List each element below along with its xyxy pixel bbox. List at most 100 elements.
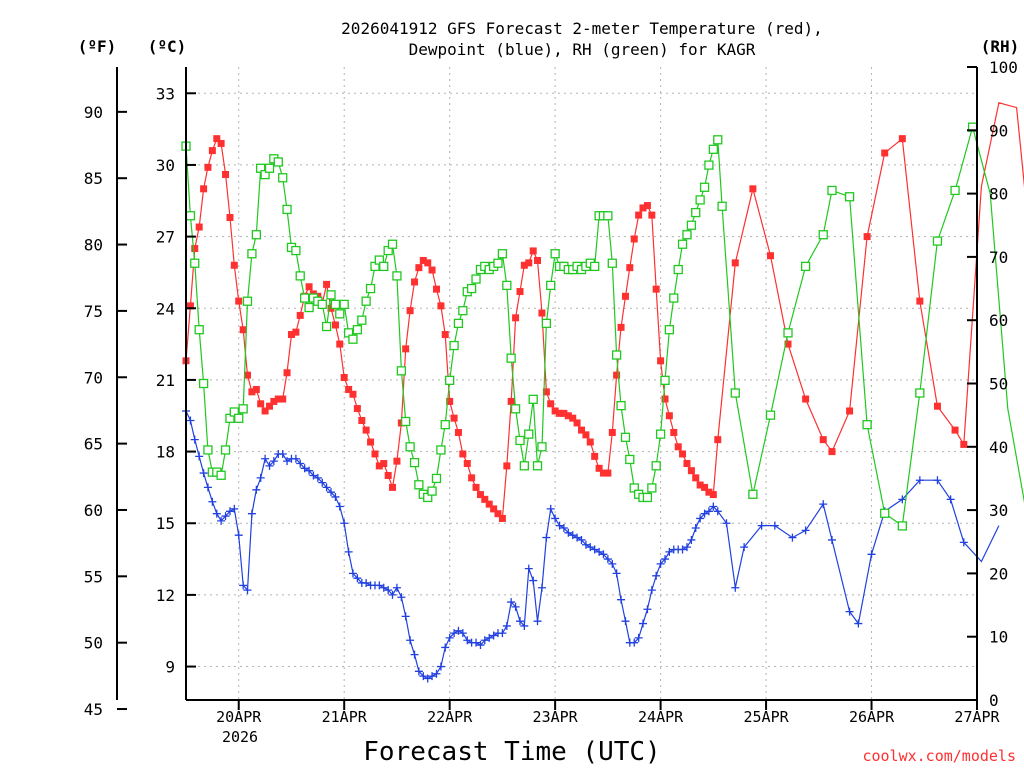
dewpoint-point	[230, 504, 239, 513]
dewpoint-point	[757, 521, 766, 530]
time-tick-label: 24APR	[638, 708, 684, 726]
fahrenheit-tick-label: 75	[84, 302, 103, 321]
dewpoint-point	[212, 509, 221, 518]
rh-point	[524, 429, 534, 439]
temperature-point	[349, 390, 357, 398]
dewpoint-point	[933, 476, 942, 485]
rh-tick-label: 0	[989, 691, 999, 710]
temperature-point	[195, 223, 203, 231]
dewpoint-point	[221, 512, 230, 521]
dewpoint-point	[564, 528, 573, 537]
temperature-point	[608, 428, 616, 436]
rh-point	[915, 388, 925, 398]
temperature-point	[560, 409, 568, 417]
temperature-point	[819, 436, 827, 444]
temperature-point	[450, 414, 458, 422]
rh-point	[686, 220, 697, 230]
temperature-point	[648, 211, 656, 219]
rh-series	[181, 122, 1024, 531]
temperature-point	[389, 483, 397, 491]
rh-point	[251, 230, 261, 240]
temperature-point	[384, 471, 392, 479]
dewpoint-point	[546, 504, 555, 513]
temperature-point	[784, 340, 792, 348]
rh-point	[897, 521, 907, 531]
dewpoint-point	[898, 495, 907, 504]
rh-point	[414, 480, 424, 490]
rh-point	[379, 261, 389, 272]
dewpoint-point	[458, 629, 467, 638]
dewpoint-point	[867, 550, 876, 559]
temperature-point	[551, 407, 559, 415]
dewpoint-point	[203, 483, 212, 492]
dewpoint-point	[441, 643, 450, 652]
rh-point	[699, 182, 710, 192]
rh-point	[357, 315, 367, 325]
rh-point	[427, 486, 437, 496]
rh-point	[440, 419, 450, 430]
rh-point	[392, 271, 402, 281]
dewpoint-point	[463, 636, 472, 645]
temperature-point	[731, 259, 739, 267]
temperature-point	[481, 495, 489, 503]
dewpoint-point	[313, 473, 322, 482]
temperature-point	[960, 440, 968, 448]
dewpoint-point	[603, 555, 612, 564]
temperature-point	[542, 388, 550, 396]
dewpoint-point	[507, 598, 516, 607]
rh-point	[282, 204, 292, 215]
temperature-point	[802, 395, 810, 403]
rh-point	[348, 334, 358, 344]
rh-point	[453, 318, 464, 329]
temperature-point	[525, 259, 533, 267]
rh-point	[528, 394, 538, 404]
temperature-point	[261, 407, 269, 415]
dewpoint-point	[652, 571, 661, 580]
temperature-point	[424, 259, 432, 267]
temperature-point	[679, 450, 687, 458]
year-label: 2026	[222, 728, 258, 746]
temperature-point	[270, 397, 278, 405]
series-layer	[181, 102, 1024, 683]
temperature-point	[661, 395, 669, 403]
temperature-point	[367, 438, 375, 446]
dewpoint-point	[247, 509, 256, 518]
rh-point	[242, 296, 253, 306]
rh-point	[234, 413, 244, 423]
temperature-point	[331, 321, 339, 329]
temperature-point	[283, 369, 291, 377]
temperature-point	[226, 213, 234, 221]
dewpoint-point	[375, 581, 384, 590]
rh-tick-label: 70	[989, 248, 1008, 267]
dewpoint-point	[243, 586, 252, 595]
dewpoint-point	[401, 612, 410, 621]
dewpoint-point	[731, 583, 740, 592]
temperature-point	[204, 163, 212, 171]
temperature-point	[635, 211, 643, 219]
fahrenheit-tick-label: 50	[84, 634, 103, 653]
dewpoint-point	[489, 631, 498, 640]
rh-point	[401, 416, 411, 427]
rh-point	[361, 296, 371, 306]
dewpoint-point	[630, 638, 639, 647]
dewpoint-point	[621, 617, 630, 626]
temperature-point	[305, 283, 313, 291]
temperature-point	[468, 474, 476, 482]
dewpoint-point	[327, 488, 336, 497]
temperature-point	[617, 323, 625, 331]
temperature-point	[380, 460, 388, 468]
fahrenheit-tick-label: 70	[84, 368, 103, 387]
dewpoint-point	[502, 621, 511, 630]
temperature-point	[446, 397, 454, 405]
dewpoint-point	[397, 593, 406, 602]
temperature-point	[208, 147, 216, 155]
temperature-point	[586, 438, 594, 446]
temperature-point	[191, 245, 199, 253]
rh-point	[550, 249, 560, 259]
rh-point	[330, 299, 341, 310]
dewpoint-point	[656, 559, 665, 568]
dewpoint-point	[252, 485, 261, 494]
dewpoint-point	[472, 638, 481, 647]
rh-point	[546, 280, 556, 291]
temperature-point	[547, 400, 555, 408]
